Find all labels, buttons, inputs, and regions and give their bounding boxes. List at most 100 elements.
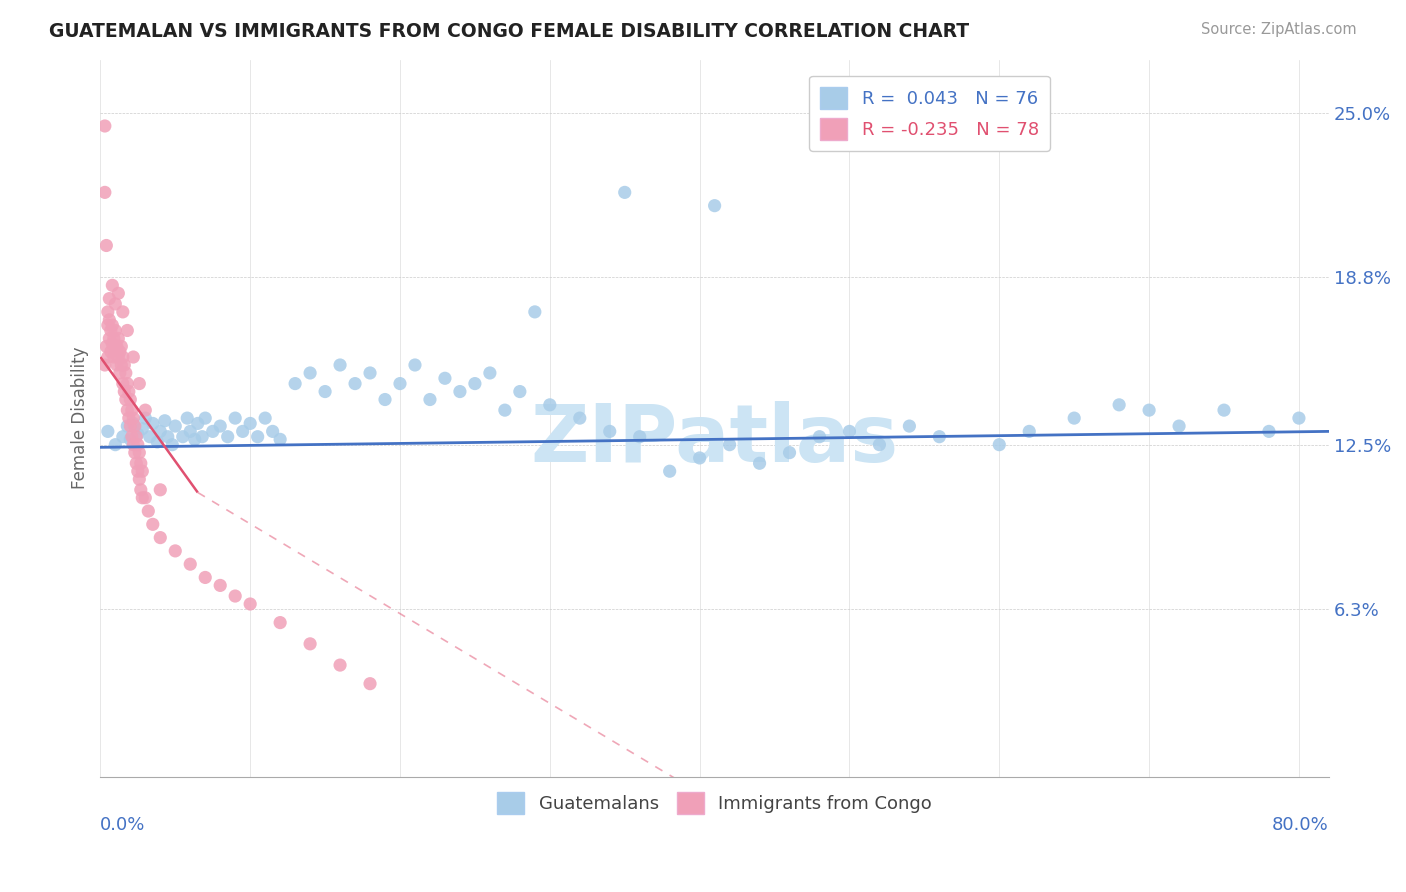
Point [128,445,150,459]
Point [201,425,224,439]
Point [117,376,139,391]
Text: 0.0%: 0.0% [100,816,146,834]
Point [1168,419,1191,434]
Point [98,292,121,306]
Point [111,305,134,319]
Point [388,376,411,391]
Point [131,464,153,478]
Point [1213,403,1236,417]
Point [114,366,136,380]
Point [838,425,860,439]
Point [329,658,352,673]
Point [118,411,141,425]
Point [104,297,127,311]
Point [101,336,124,351]
Point [464,376,486,391]
Point [101,278,124,293]
Point [449,384,471,399]
Point [139,430,162,444]
Point [104,339,127,353]
Point [134,491,156,505]
Point [299,637,322,651]
Point [299,366,322,380]
Point [120,392,142,407]
Point [129,483,152,497]
Point [179,557,201,571]
Point [658,464,681,478]
Point [184,433,207,447]
Point [868,438,890,452]
Point [121,403,143,417]
Point [124,419,146,434]
Point [1258,425,1281,439]
Point [124,445,146,459]
Point [97,425,120,439]
Point [104,438,127,452]
Point [112,358,135,372]
Point [433,371,456,385]
Point [120,419,142,434]
Text: GUATEMALAN VS IMMIGRANTS FROM CONGO FEMALE DISABILITY CORRELATION CHART: GUATEMALAN VS IMMIGRANTS FROM CONGO FEMA… [49,22,969,41]
Point [121,430,143,444]
Point [156,430,179,444]
Text: ZIPatlas: ZIPatlas [530,401,898,479]
Point [628,430,651,444]
Point [988,438,1011,452]
Point [127,438,149,452]
Point [269,615,291,630]
Point [209,419,232,434]
Point [194,411,217,425]
Point [523,305,546,319]
Y-axis label: Female Disability: Female Disability [72,347,89,490]
Point [108,366,131,380]
Point [1137,403,1160,417]
Point [419,392,441,407]
Point [125,430,148,444]
Point [217,430,239,444]
Point [131,491,153,505]
Point [122,438,145,452]
Point [478,366,501,380]
Point [224,589,246,603]
Point [129,456,152,470]
Point [359,676,381,690]
Point [898,419,921,434]
Point [127,427,149,442]
Point [142,417,165,431]
Point [101,318,124,333]
Point [136,504,159,518]
Point [1108,398,1130,412]
Point [120,433,142,447]
Point [703,199,725,213]
Point [613,186,636,200]
Point [284,376,307,391]
Point [107,331,129,345]
Point [748,456,770,470]
Point [262,425,284,439]
Point [194,570,217,584]
Point [718,438,741,452]
Point [107,350,129,364]
Point [134,403,156,417]
Point [329,358,352,372]
Text: 80.0%: 80.0% [1272,816,1329,834]
Point [111,350,134,364]
Point [98,331,121,345]
Point [568,411,591,425]
Point [179,425,201,439]
Point [103,350,125,364]
Point [254,411,277,425]
Point [122,350,145,364]
Text: Source: ZipAtlas.com: Source: ZipAtlas.com [1201,22,1357,37]
Point [118,384,141,399]
Point [191,430,214,444]
Point [153,414,176,428]
Point [125,456,148,470]
Point [127,464,149,478]
Point [599,425,621,439]
Point [509,384,531,399]
Point [239,417,262,431]
Point [131,422,153,436]
Point [689,450,711,465]
Point [779,445,801,459]
